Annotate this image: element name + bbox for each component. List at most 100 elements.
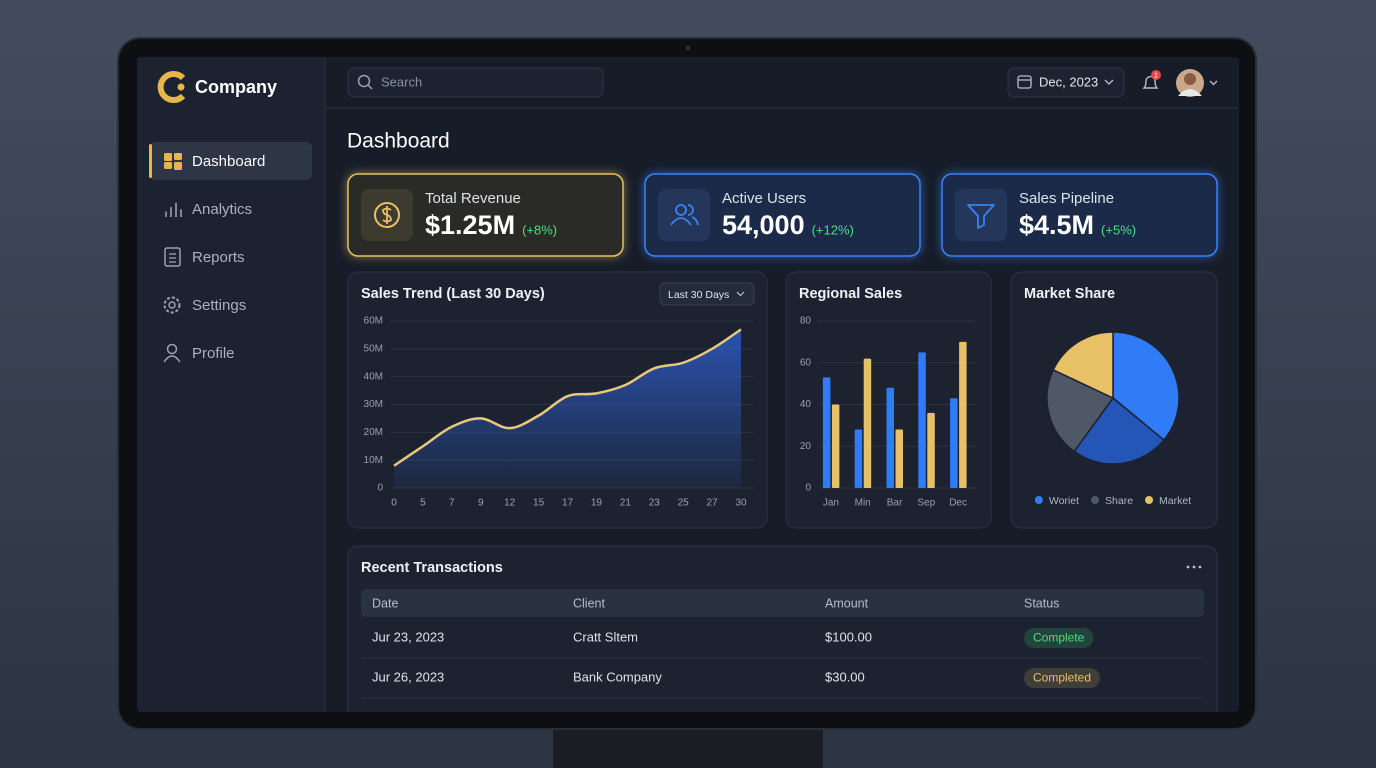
- table-header: [361, 589, 1204, 617]
- search-icon: [367, 84, 373, 90]
- nav-icon: [168, 301, 176, 309]
- cell: Jur 23, 2023: [372, 629, 444, 644]
- bar: [831, 404, 840, 488]
- y-tick-label: 20M: [364, 427, 383, 438]
- nav-icon: [174, 153, 182, 160]
- kpi-value: $1.25M: [425, 210, 515, 240]
- nav-icon: [164, 162, 172, 169]
- legend-swatch: [1034, 496, 1043, 504]
- status-pill: [1024, 668, 1101, 688]
- y-tick-label: 60M: [364, 316, 383, 327]
- y-tick-label: 50M: [364, 343, 383, 354]
- legend-label: Share: [1105, 495, 1133, 507]
- column-header: Amount: [825, 596, 869, 610]
- search-placeholder: Search: [381, 74, 422, 89]
- y-tick-label: 0: [805, 483, 811, 494]
- x-tick-label: 12: [504, 498, 516, 509]
- x-tick-label: Jan: [823, 498, 839, 509]
- notification-badge: [1151, 70, 1161, 80]
- more-menu[interactable]: [1198, 565, 1202, 569]
- page-title: Dashboard: [347, 130, 450, 153]
- column-header: Client: [573, 596, 605, 610]
- x-tick-label: 5: [420, 498, 426, 509]
- x-tick-label: Sep: [917, 498, 935, 509]
- bar: [822, 377, 831, 488]
- brand: Company: [195, 77, 277, 97]
- nav-item[interactable]: Dashboard: [192, 153, 265, 170]
- pie-slice: [1073, 396, 1165, 465]
- nav-item[interactable]: Settings: [192, 297, 246, 314]
- table-title: Recent Transactions: [361, 560, 503, 576]
- x-tick-label: 25: [678, 498, 690, 509]
- pie-slice: [1052, 331, 1114, 400]
- kpi-icon: [374, 202, 400, 228]
- kpi-card: [644, 173, 921, 257]
- search-box[interactable]: [347, 67, 604, 98]
- x-tick-label: 17: [562, 498, 574, 509]
- x-tick-label: Bar: [887, 498, 903, 509]
- more-menu[interactable]: [1192, 565, 1196, 569]
- x-tick-label: 23: [649, 498, 661, 509]
- kpi-value: $4.5M: [1019, 210, 1094, 240]
- date-filter[interactable]: [1007, 67, 1125, 98]
- kpi-icon: [675, 204, 687, 216]
- cell: Jur 26, 2023: [372, 669, 444, 684]
- nav-icon: [163, 296, 181, 314]
- kpi-icon: [382, 206, 392, 224]
- kpi-change: (+8%): [522, 222, 557, 237]
- kpi-icon: [670, 204, 699, 226]
- cell: Bank Company: [573, 669, 662, 684]
- notification-count: 1: [1154, 72, 1158, 79]
- nav-active-bar: [149, 144, 152, 178]
- kpi-card: [347, 173, 624, 257]
- pie-slice: [1112, 331, 1180, 442]
- y-tick-label: 10M: [364, 455, 383, 466]
- kpi-card: [941, 173, 1218, 257]
- kpi-change: (+5%): [1101, 222, 1136, 237]
- y-tick-label: 40M: [364, 371, 383, 382]
- x-tick-label: 0: [391, 498, 397, 509]
- kpi-change: (+12%): [812, 222, 854, 237]
- status: Complete: [1033, 631, 1085, 645]
- bar: [863, 358, 872, 488]
- y-tick-label: 60: [800, 357, 812, 368]
- date-filter-label: Dec, 2023: [1039, 74, 1098, 89]
- nav-active-bg: [149, 142, 312, 180]
- cell: $100.00: [825, 629, 872, 644]
- nav-icon: [164, 153, 172, 161]
- bar: [895, 429, 903, 488]
- cell: $30.00: [825, 669, 865, 684]
- range-filter[interactable]: [659, 282, 755, 306]
- kpi-icon: [967, 204, 995, 229]
- nav-item[interactable]: Reports: [192, 249, 245, 266]
- chart-title: Regional Sales: [799, 286, 902, 302]
- nav-item[interactable]: Analytics: [192, 201, 252, 218]
- y-tick-label: 20: [800, 441, 812, 452]
- chevron: [736, 291, 745, 297]
- legend-label: Market: [1159, 495, 1191, 507]
- chevron: [1104, 79, 1114, 85]
- x-tick-label: 9: [478, 498, 484, 509]
- x-tick-label: 19: [591, 498, 603, 509]
- more-menu[interactable]: [1186, 565, 1190, 569]
- kpi-title: Total Revenue: [425, 190, 521, 207]
- column-header: Status: [1024, 596, 1059, 610]
- range-filter-label: Last 30 Days: [668, 289, 729, 301]
- y-tick-label: 40: [800, 399, 812, 410]
- status-pill: [1024, 628, 1094, 648]
- chart-title: Sales Trend (Last 30 Days): [361, 286, 545, 302]
- y-tick-label: 0: [377, 483, 383, 494]
- y-tick-label: 30M: [364, 399, 383, 410]
- nav-item[interactable]: Profile: [192, 345, 235, 362]
- x-tick-label: 27: [707, 498, 719, 509]
- bar: [950, 398, 958, 488]
- logo: [157, 71, 186, 103]
- nav-icon: [174, 162, 182, 170]
- kpi-icon-box: [955, 189, 1007, 241]
- x-tick-label: 15: [533, 498, 545, 509]
- cell: Cratt Sltem: [573, 629, 638, 644]
- x-tick-label: 7: [449, 498, 455, 509]
- calendar-icon: [1017, 75, 1032, 89]
- legend-swatch: [1145, 496, 1154, 504]
